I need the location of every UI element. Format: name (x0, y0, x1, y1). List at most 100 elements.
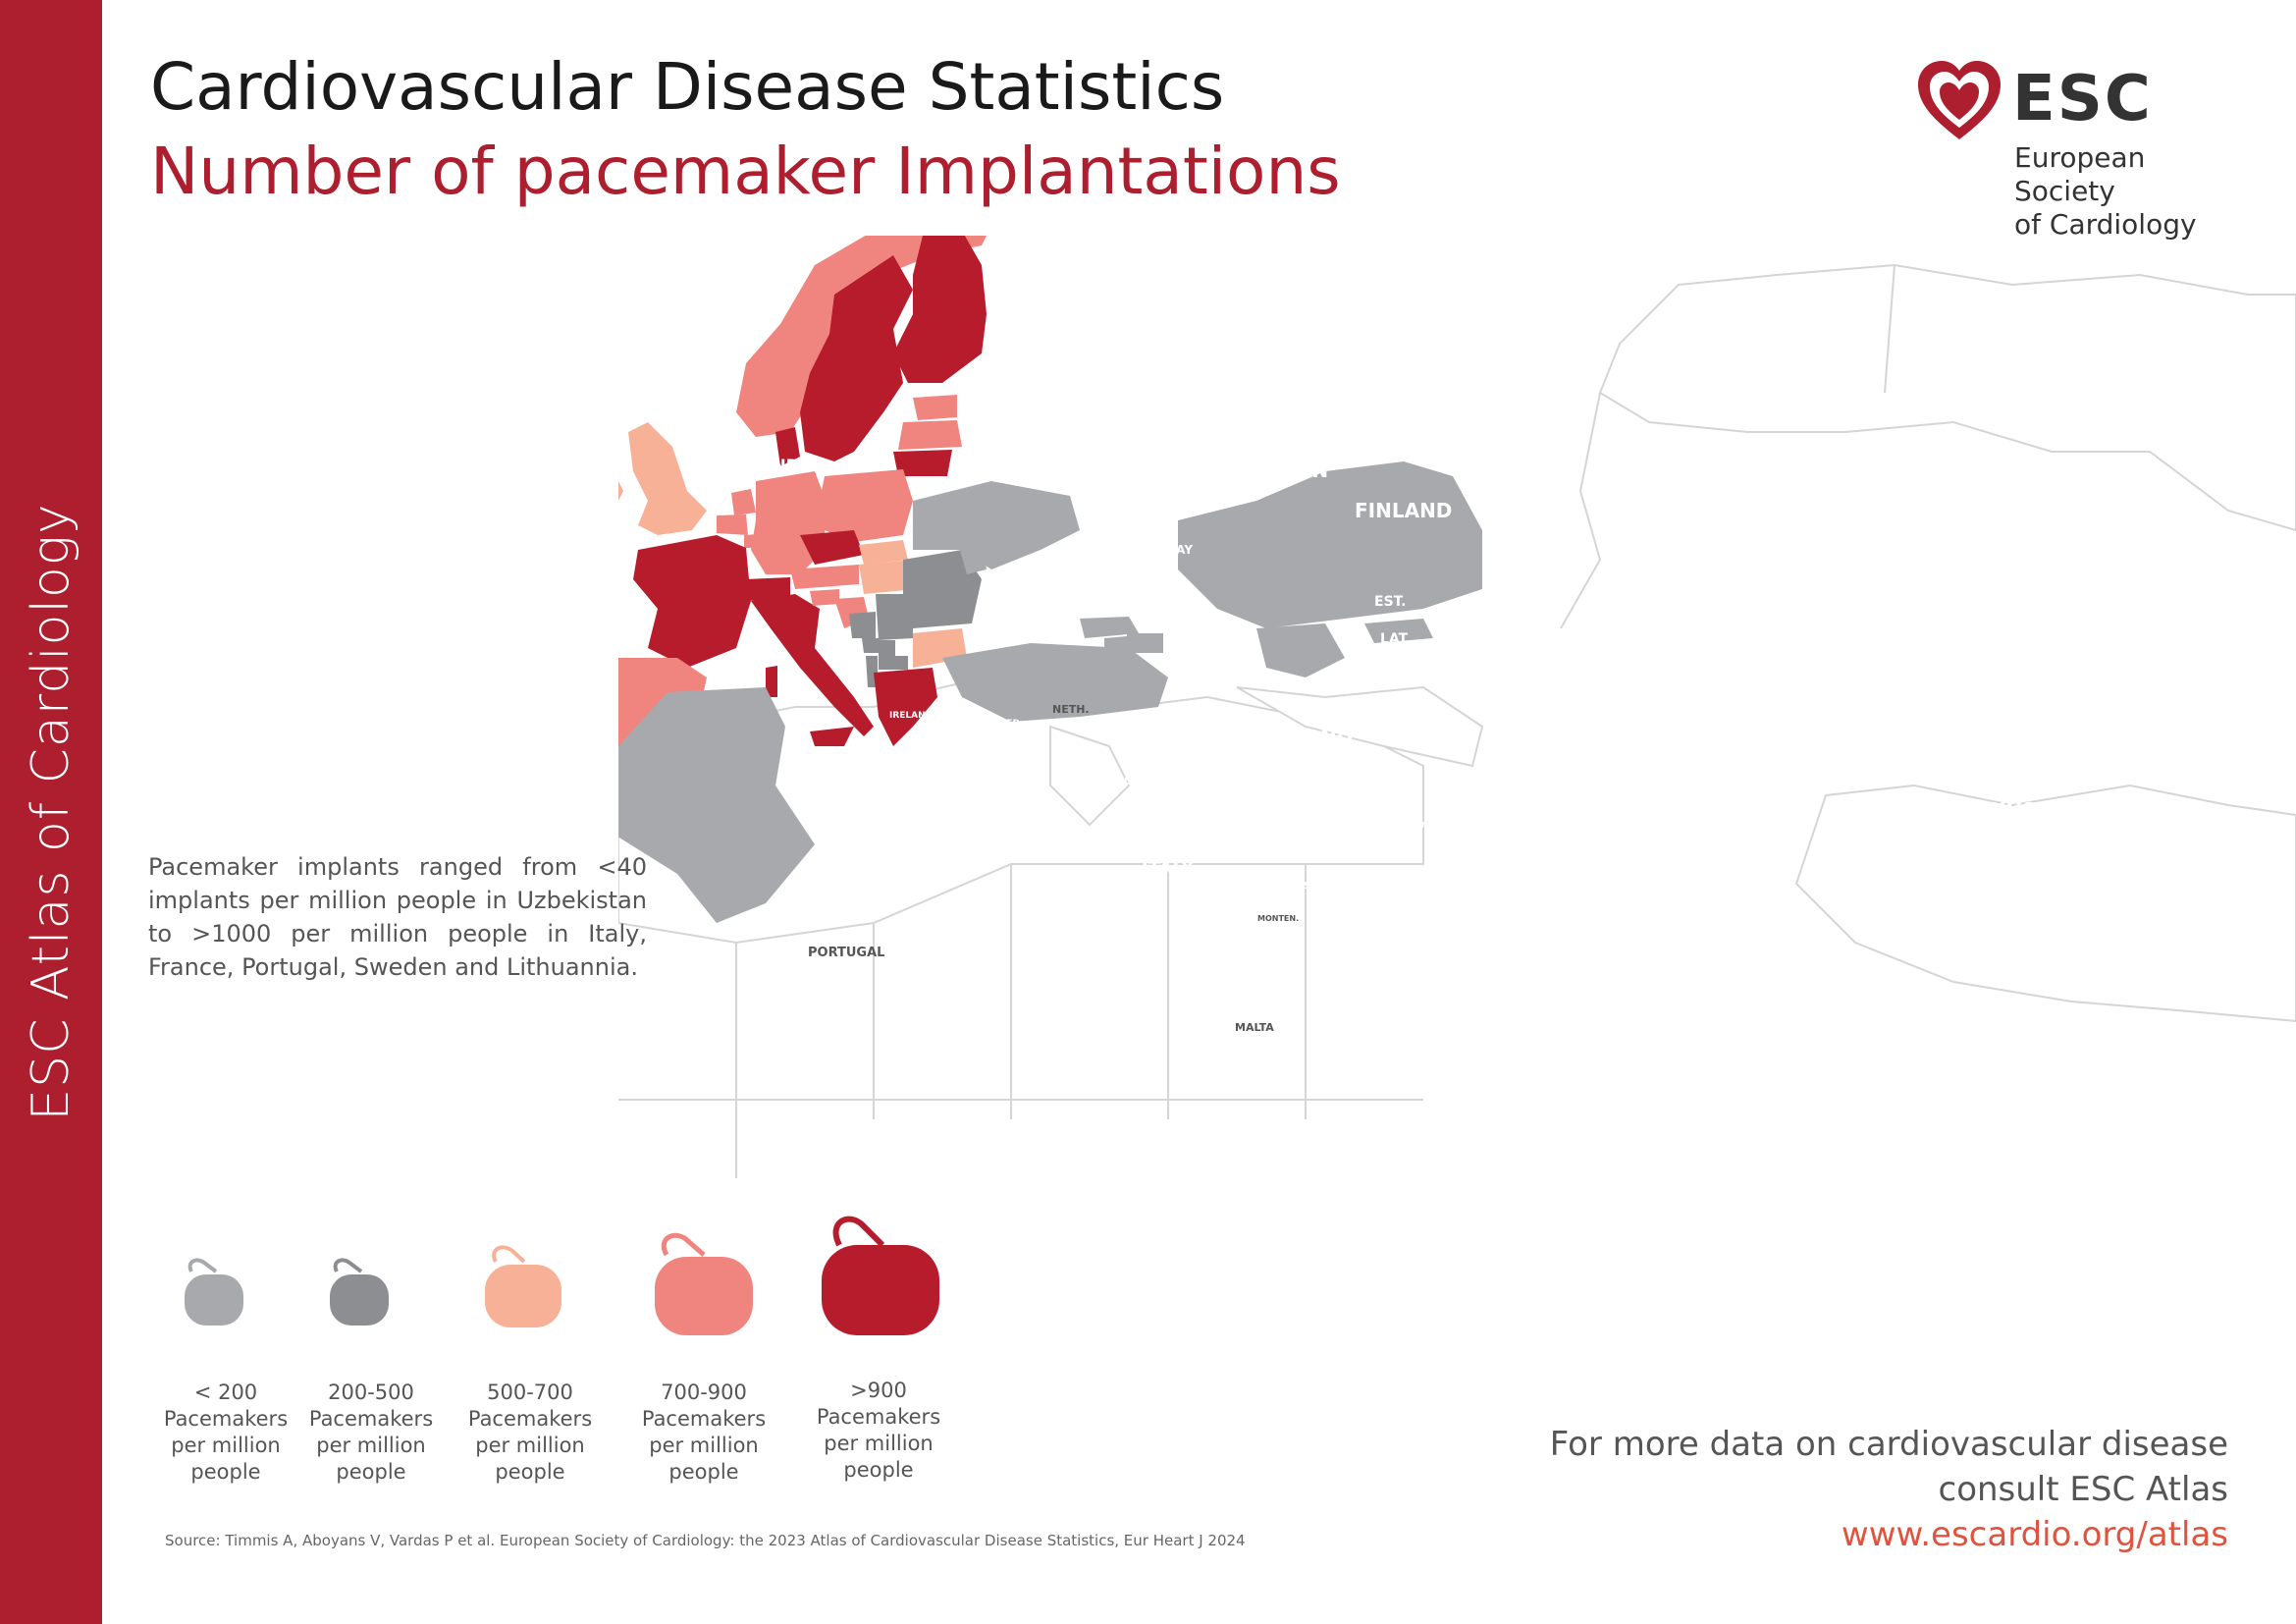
legend-item-lt200: < 200 Pacemakers per million people (147, 1218, 304, 1492)
legend-item-500-700: 500-700 Pacemakers per million people (452, 1218, 609, 1492)
source-citation: Source: Timmis A, Aboyans V, Vardas P et… (165, 1532, 1246, 1549)
sidebar-title: ESC Atlas of Cardiology (22, 503, 80, 1121)
legend-item-200-500: 200-500 Pacemakers per million people (293, 1218, 450, 1492)
logo-org-line2: of Cardiology (2014, 208, 2197, 241)
country-algeria (618, 687, 815, 923)
legend-line1: Pacemakers (467, 1407, 593, 1431)
legend-line2: per million (824, 1432, 934, 1455)
pacemaker-icon (330, 1258, 389, 1326)
label-italy: ITALY (1142, 858, 1195, 879)
label-slovakia: SLOVAKIA (1284, 794, 1333, 804)
country-belgium (717, 514, 748, 535)
call-to-action: For more data on cardiovascular disease … (1550, 1422, 2228, 1557)
country-finland (893, 236, 987, 383)
country-ukraine (913, 481, 1080, 569)
label-spain: SPAIN (934, 946, 1000, 969)
label-switzerland: SWITZ. (1121, 831, 1164, 843)
country-ireland (618, 481, 623, 501)
country-sweden (800, 255, 913, 461)
label-greece: GREECE (1315, 959, 1350, 968)
legend-line1: Pacemakers (308, 1407, 434, 1431)
country-france (633, 535, 751, 668)
esc-logo[interactable]: ESC European Society of Cardiology (1914, 57, 2248, 241)
country-turkey (942, 643, 1168, 722)
label-sweden: SWEDEN (1233, 459, 1329, 482)
country-kazakhstan (1178, 461, 1482, 628)
country-norway (736, 236, 987, 437)
label-ukraine: UKRAINE (1431, 781, 1521, 801)
country-lithuania (893, 450, 952, 476)
pacemaker-icon (185, 1258, 243, 1326)
country-serbia (876, 594, 913, 640)
label-macedonia: MACED. (1320, 927, 1356, 936)
logo-name: ESC (2012, 63, 2153, 135)
country-switzerland (746, 577, 790, 601)
label-serbia: SERBIA (1304, 881, 1344, 892)
legend-item-gt900: >900 Pacemakers per million people (800, 1216, 957, 1492)
heart-icon (1918, 61, 2001, 139)
country-uzbekistan (1256, 623, 1345, 677)
pacemaker-icon (485, 1245, 561, 1327)
label-kyrgyzstan: KYRGYZSTAN (2079, 922, 2146, 932)
country-poland (820, 469, 913, 542)
legend-line1: Pacemakers (641, 1407, 767, 1431)
cta-line2: consult ESC Atlas (1938, 1470, 2229, 1509)
legend-item-700-900: 700-900 Pacemakers per million people (625, 1218, 782, 1492)
label-finland: FINLAND (1355, 499, 1453, 522)
label-bosnia-2: HER. (1272, 884, 1294, 893)
label-netherlands: NETH. (1052, 703, 1090, 716)
sidebar: ESC Atlas of Cardiology (0, 0, 102, 1624)
label-croatia: CROATIA (1243, 856, 1286, 866)
label-belgium: BEL. (1080, 760, 1107, 773)
logo-org-line1: European Society (2014, 141, 2146, 207)
label-portugal: PORTUGAL (808, 946, 885, 960)
label-algeria: ALGERIA (985, 1134, 1127, 1168)
country-romania (903, 550, 982, 628)
label-bosnia-1: BOS. (1272, 873, 1294, 882)
country-armenia (1104, 636, 1127, 653)
legend-line3: people (190, 1460, 261, 1484)
country-kyrgyzstan (1364, 619, 1433, 643)
legend: < 200 Pacemakers per million people 200-… (147, 1216, 972, 1492)
legend-line3: people (668, 1460, 739, 1484)
label-poland: POLAND (1261, 726, 1354, 749)
label-estonia: EST. (1374, 594, 1407, 610)
label-uzbekistan: UZBEKISTAN (1927, 943, 2003, 955)
background-lines (618, 264, 1896, 1178)
country-uk (628, 422, 707, 535)
legend-line3: people (495, 1460, 565, 1484)
legend-line2: per million (475, 1434, 585, 1457)
legend-line2: per million (649, 1434, 759, 1457)
country-sicily (810, 727, 854, 746)
country-sardinia (766, 666, 777, 697)
country-montenegro (862, 638, 879, 653)
country-czech (800, 530, 864, 565)
label-ireland: IRELAND (889, 711, 934, 721)
label-armenia: ARM. (1656, 944, 1677, 951)
pacemaker-icon (655, 1232, 753, 1335)
label-germany: GERMANY (1127, 743, 1215, 762)
label-malta: MALTA (1235, 1021, 1274, 1034)
country-estonia (913, 395, 957, 420)
legend-range: 700-900 (661, 1380, 747, 1404)
legend-line1: Pacemakers (816, 1405, 941, 1429)
country-slovenia (810, 589, 839, 606)
legend-range: < 200 (193, 1380, 258, 1404)
label-latvia: LAT. (1380, 631, 1412, 647)
legend-line1: Pacemakers (163, 1407, 289, 1431)
country-bosnia (849, 612, 876, 638)
description: Pacemaker implants ranged from <40 impla… (148, 853, 647, 981)
legend-range: 500-700 (487, 1380, 573, 1404)
atlas-link[interactable]: www.escardio.org/atlas (1841, 1515, 2228, 1554)
europe-map (618, 236, 2296, 1178)
label-uk-2: KINGDOM (978, 731, 1027, 740)
label-norway: NORWAY (1135, 543, 1194, 557)
label-lithuania: LITH. (1353, 661, 1393, 677)
label-hungary: HUNGARY (1268, 825, 1339, 839)
label-luxembourg: LUX. (1118, 777, 1144, 787)
label-austria: AUSTRIA (1210, 819, 1258, 830)
label-uk-1: UNITED (983, 719, 1020, 729)
legend-line3: people (843, 1458, 914, 1482)
label-czech: CZ.REPUB (1214, 779, 1281, 792)
country-azerbaijan (1127, 633, 1163, 653)
